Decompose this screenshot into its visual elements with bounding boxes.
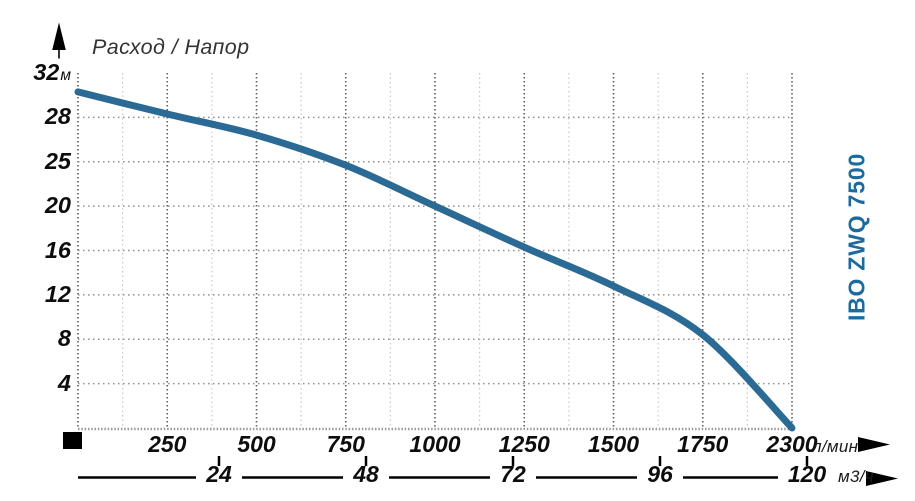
y-tick-label: 4 [57, 369, 71, 396]
chart-title: Расход / Напор [92, 35, 250, 59]
x-secondary-tick-label: 48 [353, 461, 379, 487]
x-axis-primary-arrow-icon [858, 437, 890, 452]
x-primary-tick-label: 750 [326, 431, 365, 457]
x-primary-tick-label: 250 [148, 431, 187, 457]
y-tick-label: 12 [44, 280, 71, 307]
y-tick-label: 25 [44, 147, 71, 174]
y-axis-unit: м [60, 67, 71, 84]
pump-model-label: IBO ZWQ 7500 [843, 152, 870, 322]
x-secondary-tick-label: 72 [500, 461, 526, 487]
y-tick-label: 20 [44, 192, 71, 219]
x-primary-tick-label: 1250 [498, 431, 550, 457]
x-secondary-tick-label: 120 [787, 461, 827, 487]
x-primary-tick-label: 500 [237, 431, 276, 457]
x-primary-tick-label: 2300 [766, 431, 818, 457]
pump-curve-line [74, 88, 796, 432]
y-tick-label: 16 [44, 236, 71, 263]
x-secondary-tick-label: 24 [206, 461, 232, 487]
x-secondary-tick-label: 96 [647, 461, 673, 487]
x-primary-tick-label: 1750 [677, 431, 729, 457]
y-axis-arrow-icon [52, 22, 66, 50]
origin-square-marker [63, 432, 82, 449]
x-primary-tick-label: 1000 [409, 431, 461, 457]
x-axis-secondary-arrow-icon [866, 471, 898, 486]
y-tick-label: 32м [33, 59, 71, 85]
y-tick-label: 8 [57, 325, 71, 352]
x-axis-primary-unit: л/мин [812, 437, 859, 456]
y-tick-label: 28 [44, 103, 71, 130]
x-axis-secondary-unit: м3/ч [838, 467, 874, 486]
x-primary-tick-label: 1500 [587, 431, 640, 457]
